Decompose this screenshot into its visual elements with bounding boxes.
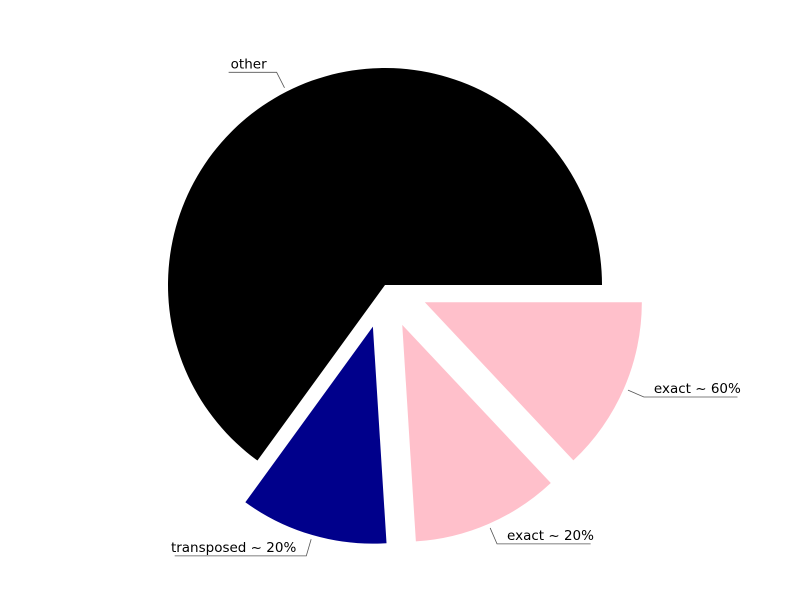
slice-label-3: exact ~ 60% <box>654 381 741 397</box>
leader-line-3 <box>627 389 738 398</box>
leader-line-0 <box>228 71 285 88</box>
pie-slice-3 <box>424 302 642 461</box>
slice-label-1: transposed ~ 20% <box>171 540 297 556</box>
pie-slice-2 <box>402 324 551 542</box>
slice-label-0: other <box>231 56 267 72</box>
pie-slice-1 <box>245 326 387 544</box>
leader-line-2 <box>489 527 591 545</box>
slice-label-2: exact ~ 20% <box>507 528 594 544</box>
pie-slice-0 <box>167 68 602 461</box>
leader-line-1 <box>174 539 312 557</box>
labels-layer: other transposed ~ 20% exact ~ 20% exact ~ … <box>171 56 741 557</box>
slices-layer <box>167 68 642 544</box>
